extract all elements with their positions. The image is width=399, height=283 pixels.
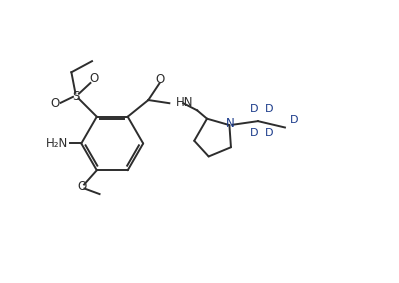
Text: N: N — [226, 117, 235, 130]
Text: D: D — [289, 115, 298, 125]
Text: D: D — [250, 128, 258, 138]
Text: HN: HN — [176, 96, 193, 109]
Text: D: D — [265, 104, 273, 114]
Text: O: O — [155, 73, 164, 86]
Text: O: O — [77, 181, 86, 194]
Text: H₂N: H₂N — [46, 137, 69, 150]
Text: O: O — [50, 97, 59, 110]
Text: D: D — [265, 128, 273, 138]
Text: O: O — [90, 72, 99, 85]
Text: S: S — [73, 89, 80, 102]
Text: D: D — [250, 104, 258, 114]
